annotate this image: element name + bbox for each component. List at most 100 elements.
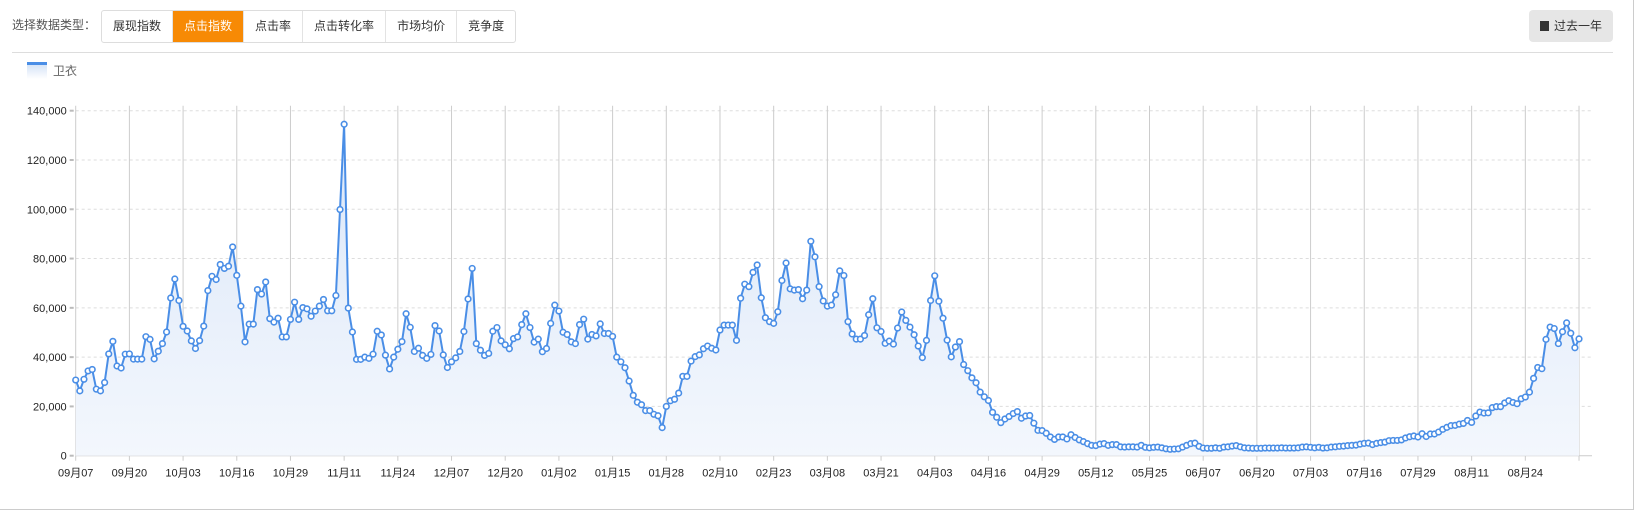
data-point [683,372,691,380]
series-area [75,124,1580,456]
data-point [960,360,968,369]
data-point [988,408,997,416]
data-point [753,261,761,269]
data-point [295,315,303,324]
y-tick-label: 140,000 [27,106,67,118]
x-tick-label: 07月16 [1347,468,1382,480]
data-point [869,295,877,303]
data-point [336,205,344,214]
data-point [423,354,431,362]
data-point [154,347,162,355]
data-point [827,301,836,309]
data-point [204,286,212,295]
data-point [922,336,931,344]
data-point [844,318,852,326]
data-point [1030,419,1038,427]
data-point [968,374,976,382]
x-tick-label: 06月07 [1185,468,1220,480]
data-type-tabs: 展现指数 点击指数 点击率 点击转化率 市场均价 竞争度 [101,10,517,43]
data-point [216,260,224,269]
data-point [311,307,319,315]
x-tick-label: 07月03 [1293,468,1328,480]
period-select-button[interactable]: 过去一年 [1529,10,1613,42]
data-point [398,338,406,346]
x-tick-label: 07月29 [1400,468,1435,480]
data-point [877,327,885,336]
data-point [262,278,270,286]
tab-market-avg-price[interactable]: 市场均价 [386,11,458,42]
data-point [794,286,803,294]
data-point [1575,335,1583,343]
data-point [534,335,542,343]
tab-conversion-rate[interactable]: 点击转化率 [303,11,387,42]
panel-border-right [1633,0,1634,510]
data-point [179,322,187,330]
data-point [493,323,501,332]
tab-click-index[interactable]: 点击指数 [173,11,245,42]
data-point [303,305,311,313]
data-point [732,336,741,344]
data-point [737,294,745,302]
data-point [1567,329,1575,337]
data-point [435,327,443,335]
data-point [162,328,171,336]
data-point [761,314,770,322]
data-point [505,345,513,353]
data-point [782,259,790,267]
data-point [286,315,295,324]
data-point [608,332,617,341]
x-tick-label: 02月10 [702,468,737,480]
data-point [526,323,534,332]
data-point [1468,418,1476,427]
data-point [935,297,943,305]
data-point [964,367,972,375]
data-point [191,344,200,353]
data-point [584,335,592,343]
legend-item[interactable]: 卫衣 [27,62,77,79]
data-point [485,349,493,358]
data-point [332,291,340,300]
data-point [819,297,827,305]
data-point [687,357,695,365]
data-point [592,332,600,340]
x-tick-label: 12月20 [487,468,522,480]
data-point [836,267,844,275]
data-point [658,424,666,432]
x-tick-label: 11月11 [327,468,361,480]
legend-swatch-icon [27,62,47,79]
data-point [580,315,588,323]
data-point [105,350,113,358]
data-point [274,314,282,322]
data-point [902,316,910,325]
x-tick-label: 01月15 [595,468,630,480]
x-tick-label: 06月20 [1239,468,1274,480]
data-point [464,295,472,303]
data-point [1013,407,1021,416]
tab-competition[interactable]: 竞争度 [468,19,505,33]
data-point [865,311,873,319]
tab-impression-index[interactable]: 展现指数 [102,11,174,42]
data-point [972,379,980,387]
data-point [571,339,580,348]
data-point [811,253,819,261]
data-point [175,296,183,305]
data-point [328,307,336,315]
data-point [984,396,993,405]
data-point [497,337,505,345]
data-point [757,294,765,302]
x-tick-label: 12月07 [434,468,469,480]
data-point [1521,393,1529,401]
data-point [815,283,823,291]
data-point [377,331,385,339]
tab-click-rate[interactable]: 点击率 [244,11,304,42]
data-point [117,364,125,372]
data-point [918,354,926,362]
data-point [893,324,902,332]
data-point [456,347,464,356]
data-point [1550,324,1558,333]
x-tick-label: 09月07 [58,468,93,480]
data-point [778,276,786,285]
data-point [439,351,447,359]
data-point [340,120,348,128]
data-point [72,376,80,384]
